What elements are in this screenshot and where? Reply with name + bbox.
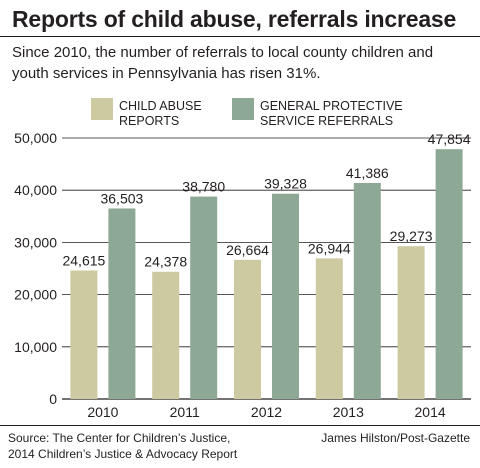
- title-rule: [0, 36, 480, 37]
- bar-abuse-reports: [70, 270, 98, 399]
- legend-label-abuse-line1: CHILD ABUSE: [119, 99, 202, 113]
- data-label: 36,503: [100, 190, 143, 206]
- data-label: 24,615: [62, 253, 105, 269]
- data-label: 26,664: [226, 242, 269, 258]
- legend-swatch-abuse: [91, 98, 113, 120]
- bar-referrals: [272, 193, 299, 399]
- credit: James Hilston/Post-Gazette: [321, 431, 470, 445]
- legend-label-referrals-line1: GENERAL PROTECTIVE: [260, 99, 403, 113]
- bar-referrals: [353, 182, 381, 399]
- bar-abuse-reports: [152, 271, 180, 399]
- footer-rule: [0, 425, 480, 426]
- y-tick-label: 30,000: [14, 234, 57, 250]
- y-tick-label: 0: [49, 391, 57, 407]
- data-label: 39,328: [264, 176, 307, 192]
- source-note: Source: The Center for Children’s Justic…: [8, 430, 237, 462]
- y-tick-label: 40,000: [14, 182, 57, 198]
- chart-title: Reports of child abuse, referrals increa…: [12, 6, 457, 32]
- legend-label-referrals: GENERAL PROTECTIVE SERVICE REFERRALS: [260, 99, 410, 129]
- bar-abuse-reports: [397, 246, 425, 399]
- bar-referrals: [435, 149, 463, 399]
- y-tick-label: 10,000: [14, 339, 57, 355]
- bar-referrals: [190, 196, 218, 399]
- data-label: 24,378: [144, 254, 187, 270]
- x-tick-label: 2012: [251, 404, 282, 420]
- y-tick-label: 20,000: [14, 287, 57, 303]
- legend-swatch-referrals: [232, 98, 254, 120]
- legend-label-abuse-line2: REPORTS: [119, 114, 180, 128]
- data-label: 47,854: [428, 131, 471, 147]
- legend-label-referrals-line2: SERVICE REFERRALS: [260, 114, 394, 128]
- legend-label-abuse: CHILD ABUSE REPORTS: [119, 99, 269, 129]
- x-tick-label: 2010: [87, 404, 118, 420]
- bar-abuse-reports: [234, 259, 261, 399]
- data-label: 38,780: [182, 179, 225, 195]
- x-tick-label: 2013: [333, 404, 364, 420]
- data-label: 29,273: [390, 228, 433, 244]
- source-line1: Source: The Center for Children’s Justic…: [8, 431, 231, 445]
- y-tick-label: 50,000: [14, 130, 57, 146]
- data-label: 41,386: [346, 165, 389, 181]
- chart-subtitle: Since 2010, the number of referrals to l…: [12, 44, 434, 82]
- x-tick-label: 2014: [415, 404, 446, 420]
- source-line2: 2014 Children’s Justice & Advocacy Repor…: [8, 447, 238, 461]
- bar-abuse-reports: [315, 258, 343, 399]
- x-tick-label: 2011: [170, 404, 200, 420]
- bar-referrals: [108, 208, 136, 399]
- data-label: 26,944: [308, 240, 351, 256]
